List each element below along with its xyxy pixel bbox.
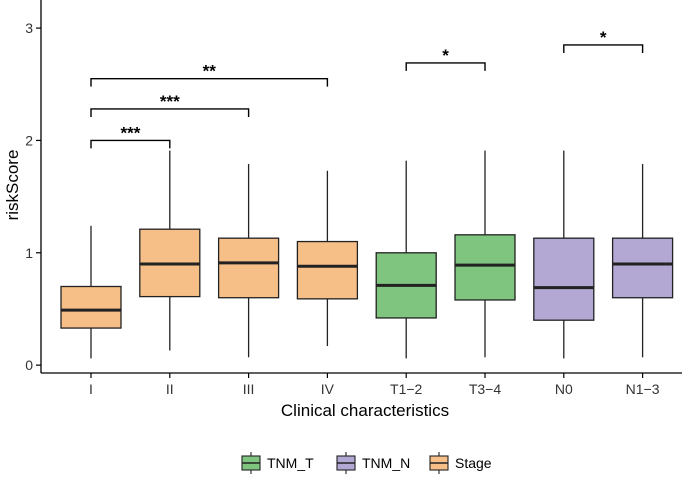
significance-label: * (442, 46, 449, 65)
box-8 (611, 164, 674, 358)
box-3 (217, 164, 280, 358)
x-ticks: I II III IV T1−2 T3−4 N0 N1−3 (89, 373, 660, 397)
box-iqr (611, 237, 674, 299)
significance-bracket-2: *** (90, 92, 250, 117)
y-tick-label: 2 (25, 132, 33, 148)
bracket-line (563, 44, 644, 53)
axes: riskScore Clinical characteristics (3, 0, 682, 420)
legend-label: TNM_N (362, 455, 410, 471)
x-tick-label: N1−3 (626, 381, 660, 397)
box-iqr (454, 234, 516, 301)
x-tick-label: II (166, 381, 174, 397)
bracket-line (90, 108, 250, 117)
legend-item-tnm_n: TNM_N (336, 452, 410, 474)
bracket-line (405, 62, 486, 71)
significance-label: *** (120, 123, 140, 142)
box-4 (296, 170, 359, 347)
box-5 (375, 160, 437, 359)
box-iqr (217, 237, 280, 299)
box-6 (454, 150, 516, 358)
significance-bracket-5: * (563, 28, 644, 53)
x-tick-label: IV (321, 381, 335, 397)
x-axis-label: Clinical characteristics (281, 401, 449, 420)
x-tick-label: I (89, 381, 93, 397)
bracket-line (90, 77, 329, 87)
y-tick-label: 0 (25, 357, 33, 373)
x-tick-label: N0 (555, 381, 573, 397)
bracket-line (90, 139, 171, 149)
x-tick-label: T3−4 (469, 381, 502, 397)
box-iqr (296, 240, 359, 300)
boxes (60, 150, 674, 359)
box-1 (60, 225, 122, 359)
y-ticks: 0 1 2 3 (25, 20, 41, 373)
significance-bracket-1: *** (90, 123, 171, 149)
significance-label: ** (203, 62, 217, 81)
y-tick-label: 3 (25, 20, 33, 36)
box-iqr (60, 285, 122, 329)
legend-label: TNM_T (267, 455, 314, 471)
significance-label: * (600, 28, 607, 47)
box-2 (139, 150, 201, 351)
legend-item-tnm_t: TNM_T (241, 452, 314, 474)
x-tick-label: T1−2 (390, 381, 423, 397)
significance-label: *** (160, 92, 180, 111)
legend-item-stage: Stage (429, 452, 492, 474)
legend: TNM_T TNM_N Stage (241, 452, 492, 474)
box-7 (533, 150, 595, 359)
y-axis-label: riskScore (3, 150, 22, 221)
y-tick-label: 1 (25, 245, 33, 261)
significance-brackets: ********** (90, 28, 644, 149)
significance-bracket-4: * (405, 46, 486, 71)
significance-bracket-3: ** (90, 62, 329, 87)
legend-label: Stage (455, 455, 492, 471)
box-iqr (533, 237, 595, 321)
x-tick-label: III (243, 381, 255, 397)
